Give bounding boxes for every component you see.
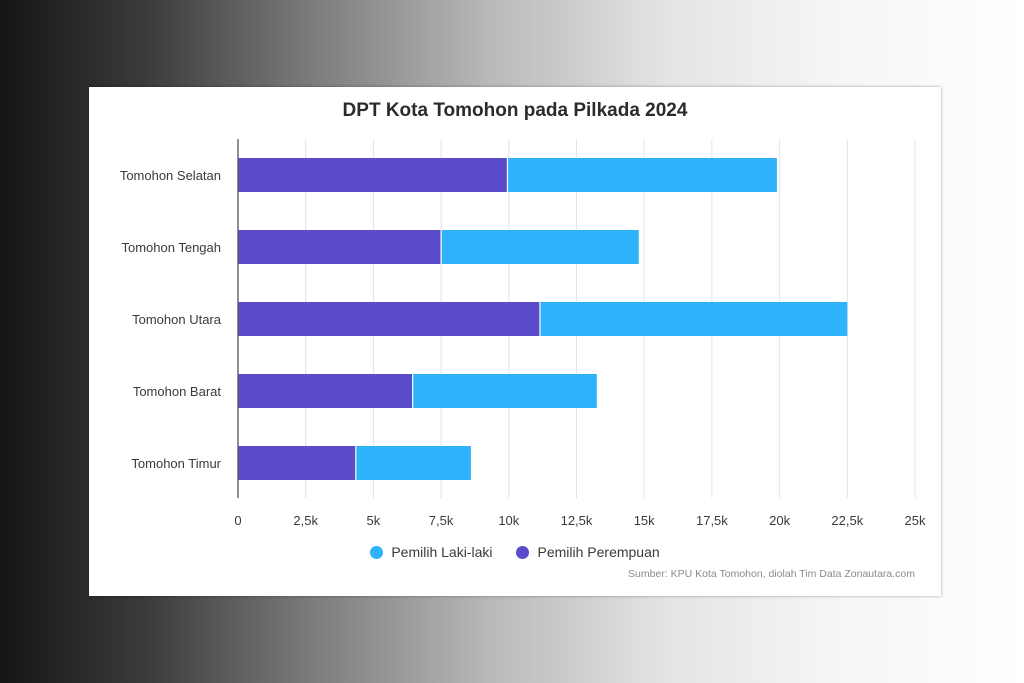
category-label: Tomohon Selatan [120, 168, 221, 183]
legend-label: Pemilih Perempuan [537, 544, 660, 560]
bar-segment [238, 302, 540, 336]
legend-label: Pemilih Laki-laki [391, 544, 493, 560]
chart-card: DPT Kota Tomohon pada Pilkada 2024 Tomoh… [89, 87, 941, 596]
x-tick-label: 17,5k [696, 513, 728, 528]
bar-segment [238, 446, 356, 480]
x-tick-label: 5k [367, 513, 381, 528]
bar-segment [238, 158, 508, 192]
bar-segment [238, 374, 413, 408]
x-tick-label: 10k [498, 513, 519, 528]
bar-segment [355, 446, 471, 480]
x-tick-label: 7,5k [429, 513, 454, 528]
source-note: Sumber: KPU Kota Tomohon, diolah Tim Dat… [628, 568, 915, 580]
bar-chart: Tomohon Selatan Tomohon Tengah Tomohon Uta… [120, 139, 926, 528]
chart-title: DPT Kota Tomohon pada Pilkada 2024 [342, 100, 688, 121]
x-tick-label: 25k [905, 513, 926, 528]
legend-swatch [516, 545, 530, 559]
bar-segment [441, 230, 639, 264]
legend: Pemilih Laki-laki Pemilih Perempuan [89, 544, 941, 560]
category-label: Tomohon Barat [133, 384, 222, 399]
legend-item[interactable]: Pemilih Laki-laki [370, 544, 492, 560]
legend-item[interactable]: Pemilih Perempuan [516, 544, 660, 560]
category-label: Tomohon Timur [131, 456, 221, 471]
bar-segment [238, 230, 442, 264]
x-tick-label: 2,5k [293, 513, 318, 528]
x-tick-label: 0 [234, 513, 241, 528]
bar-segment [412, 374, 597, 408]
x-tick-label: 12,5k [561, 513, 593, 528]
x-tick-label: 15k [634, 513, 655, 528]
category-label: Tomohon Tengah [121, 240, 221, 255]
bar-segment [539, 302, 848, 336]
bar-segment [507, 158, 777, 192]
x-tick-label: 22,5k [831, 513, 863, 528]
legend-swatch [370, 545, 384, 559]
category-label: Tomohon Utara [132, 312, 222, 327]
x-tick-label: 20k [769, 513, 790, 528]
